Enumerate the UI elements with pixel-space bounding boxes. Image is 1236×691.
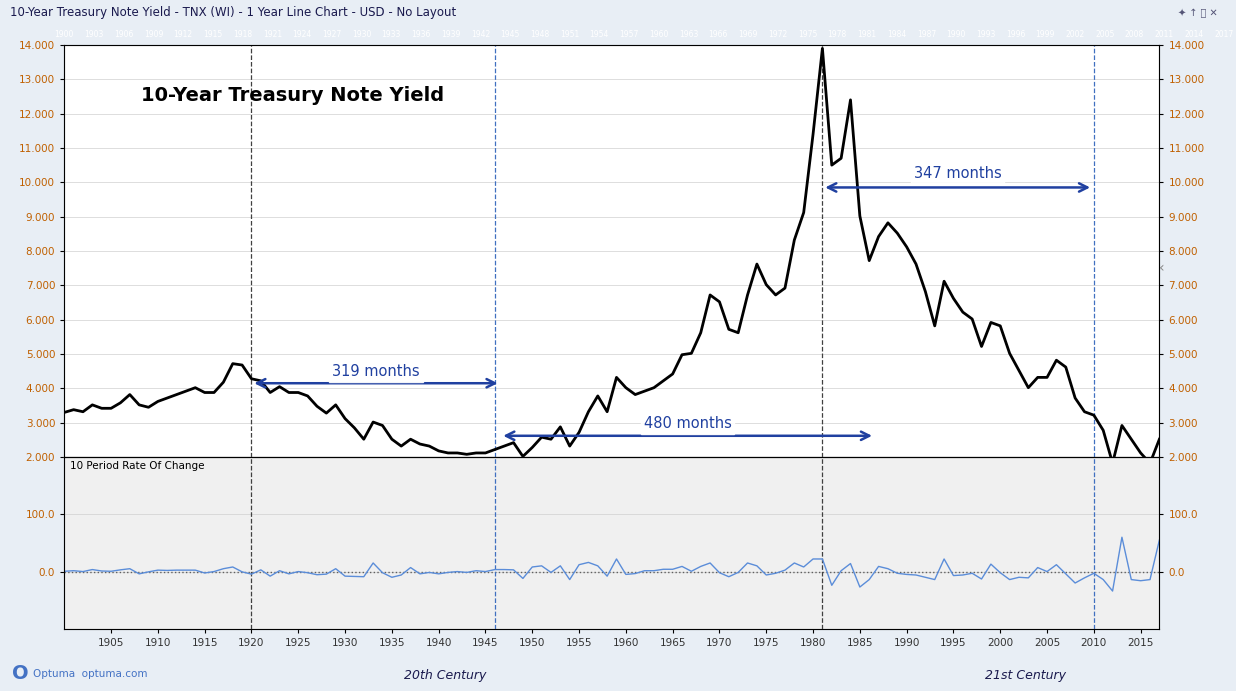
Text: 347 months: 347 months — [913, 166, 1001, 180]
Text: 21st Century: 21st Century — [985, 669, 1067, 681]
Text: 1912: 1912 — [173, 30, 193, 39]
Text: 1972: 1972 — [768, 30, 787, 39]
Text: 2011: 2011 — [1154, 30, 1174, 39]
Text: 1939: 1939 — [441, 30, 461, 39]
Text: O: O — [12, 664, 28, 683]
Text: 1984: 1984 — [887, 30, 906, 39]
Text: 1981: 1981 — [858, 30, 876, 39]
Text: 319 months: 319 months — [332, 363, 420, 379]
Text: 10-Year Treasury Note Yield - TNX (WI) - 1 Year Line Chart - USD - No Layout: 10-Year Treasury Note Yield - TNX (WI) -… — [10, 6, 456, 19]
Text: 1942: 1942 — [471, 30, 491, 39]
Text: 10 Period Rate Of Change: 10 Period Rate Of Change — [69, 460, 204, 471]
Text: 2008: 2008 — [1125, 30, 1145, 39]
Text: 1960: 1960 — [649, 30, 669, 39]
Text: ✦ ↑ ⬛ ✕: ✦ ↑ ⬛ ✕ — [1178, 8, 1217, 18]
Text: 1999: 1999 — [1036, 30, 1056, 39]
Text: 2005: 2005 — [1095, 30, 1115, 39]
Text: 1948: 1948 — [530, 30, 550, 39]
Text: 1975: 1975 — [797, 30, 817, 39]
Text: 2014: 2014 — [1184, 30, 1204, 39]
Text: 10-Year Treasury Note Yield: 10-Year Treasury Note Yield — [141, 86, 444, 105]
Text: 1903: 1903 — [84, 30, 104, 39]
Text: Optuma  optuma.com: Optuma optuma.com — [32, 669, 147, 679]
Text: 1987: 1987 — [917, 30, 936, 39]
Text: 1945: 1945 — [501, 30, 520, 39]
Text: 1915: 1915 — [203, 30, 222, 39]
Text: 1936: 1936 — [412, 30, 430, 39]
Text: 1990: 1990 — [947, 30, 965, 39]
Text: 1993: 1993 — [976, 30, 995, 39]
Text: 1996: 1996 — [1006, 30, 1025, 39]
Text: 1900: 1900 — [54, 30, 74, 39]
Text: 1951: 1951 — [560, 30, 580, 39]
Text: 2017: 2017 — [1214, 30, 1234, 39]
Text: 1957: 1957 — [619, 30, 639, 39]
Text: 20th Century: 20th Century — [404, 669, 486, 681]
Text: 1966: 1966 — [708, 30, 728, 39]
Text: 1924: 1924 — [293, 30, 311, 39]
Text: 2002: 2002 — [1065, 30, 1085, 39]
Text: 1906: 1906 — [114, 30, 133, 39]
Text: ‹: ‹ — [1159, 261, 1166, 274]
Text: 1918: 1918 — [234, 30, 252, 39]
Text: 1978: 1978 — [828, 30, 847, 39]
Text: 1933: 1933 — [382, 30, 400, 39]
Text: 1921: 1921 — [263, 30, 282, 39]
Text: 1963: 1963 — [679, 30, 698, 39]
Text: 1969: 1969 — [738, 30, 758, 39]
Text: 480 months: 480 months — [644, 416, 732, 431]
Text: 1930: 1930 — [352, 30, 371, 39]
Text: 1927: 1927 — [323, 30, 341, 39]
Text: 1909: 1909 — [143, 30, 163, 39]
Text: 1954: 1954 — [590, 30, 609, 39]
